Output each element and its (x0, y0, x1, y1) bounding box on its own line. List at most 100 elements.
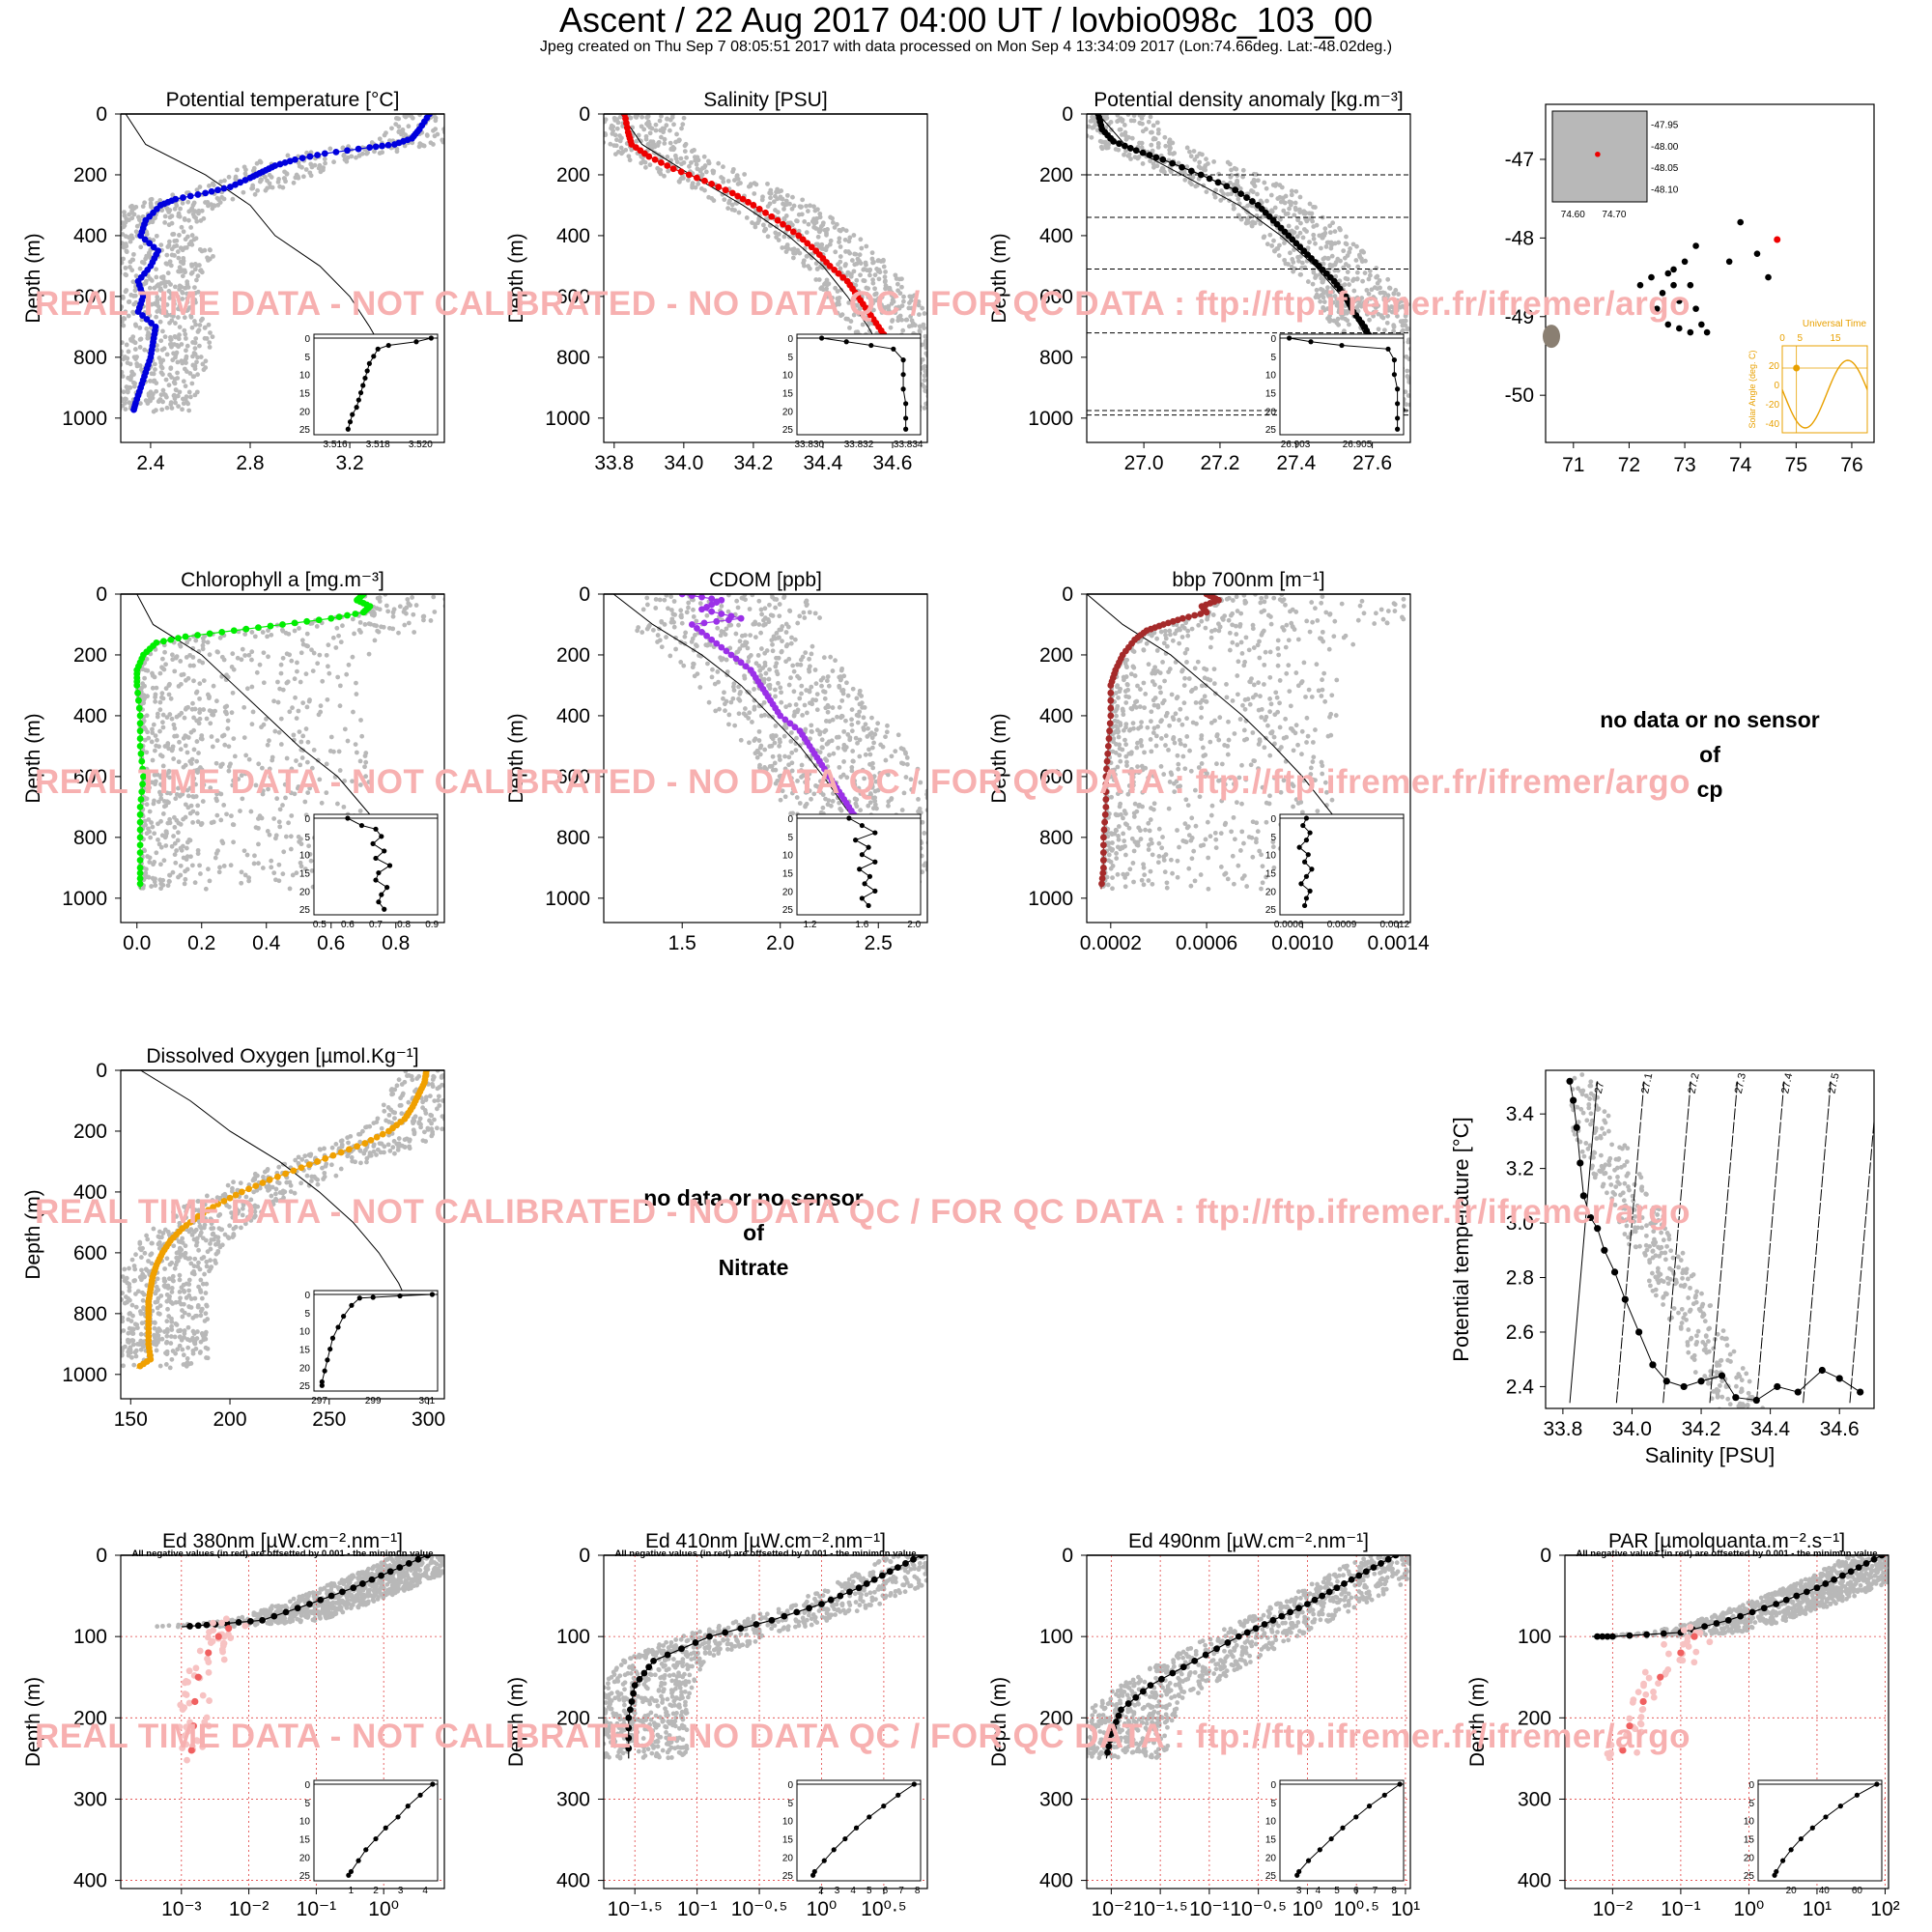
climatology-point (723, 708, 727, 714)
climatology-point (186, 389, 192, 395)
climatology-point (844, 680, 849, 686)
climatology-point (1373, 305, 1378, 310)
climatology-point (180, 360, 185, 366)
climatology-point (869, 745, 875, 751)
climatology-point (611, 128, 616, 133)
climatology-point (855, 740, 860, 746)
x-tick-label-chla: 0.2 (187, 932, 215, 954)
climatology-point (140, 204, 146, 210)
climatology-point (195, 372, 200, 378)
climatology-point (1420, 371, 1425, 376)
climatology-point (881, 264, 887, 270)
climatology-point (935, 370, 940, 375)
climatology-point (1397, 299, 1402, 305)
climatology-point (668, 608, 674, 612)
climatology-point (837, 295, 842, 300)
inset-point-dens (1395, 401, 1401, 407)
climatology-point (947, 867, 952, 871)
climatology-point (287, 709, 293, 715)
climatology-point (162, 213, 168, 219)
climatology-point (161, 280, 167, 286)
climatology-point (189, 381, 195, 386)
climatology-point (147, 785, 153, 790)
climatology-point (662, 173, 667, 179)
climatology-point (758, 630, 763, 636)
climatology-point (693, 633, 697, 638)
climatology-point (322, 156, 327, 162)
climatology-point (199, 733, 205, 738)
climatology-point (718, 633, 724, 639)
climatology-point (127, 400, 132, 406)
climatology-point (1093, 123, 1098, 128)
climatology-point (172, 284, 178, 290)
climatology-point (895, 318, 901, 324)
profile-point-temp (366, 144, 374, 152)
climatology-point (867, 800, 873, 806)
climatology-point (843, 718, 848, 724)
climatology-point (1321, 291, 1326, 296)
climatology-point (975, 870, 980, 875)
climatology-point (146, 779, 152, 783)
climatology-point (183, 335, 188, 341)
climatology-point (1204, 189, 1209, 194)
climatology-point (377, 599, 383, 604)
climatology-point (655, 165, 661, 171)
climatology-point (428, 618, 434, 623)
climatology-point (269, 858, 274, 864)
climatology-point (651, 627, 656, 633)
climatology-point (1372, 285, 1378, 291)
climatology-point (521, 613, 526, 618)
climatology-point (484, 609, 489, 613)
climatology-point (1435, 363, 1440, 368)
profile-point-chla (136, 810, 144, 818)
climatology-point (754, 749, 760, 754)
climatology-point (103, 402, 108, 407)
climatology-point (765, 234, 771, 240)
climatology-point (363, 774, 369, 780)
climatology-point (441, 127, 444, 132)
climatology-point (152, 748, 157, 753)
climatology-point (126, 349, 131, 355)
climatology-point (109, 388, 114, 393)
climatology-point (876, 276, 882, 282)
climatology-point (938, 380, 943, 384)
climatology-point (1236, 213, 1241, 219)
climatology-point (795, 620, 801, 626)
climatology-point (113, 389, 118, 394)
climatology-point (940, 835, 945, 839)
y-tick-label-temp: 200 (73, 164, 107, 186)
climatology-point (803, 770, 809, 775)
climatology-point (1264, 185, 1269, 191)
climatology-point (221, 657, 227, 663)
climatology-point (1377, 277, 1382, 283)
climatology-point (200, 642, 206, 648)
climatology-point (774, 224, 780, 229)
climatology-point (154, 381, 159, 385)
climatology-point (908, 314, 914, 319)
inset-point-chla (373, 855, 379, 862)
climatology-point (250, 183, 256, 188)
climatology-point (1336, 322, 1341, 327)
profile-point-sal (722, 186, 729, 194)
climatology-point (847, 737, 853, 743)
climatology-point (722, 690, 726, 696)
climatology-point (121, 356, 127, 362)
climatology-point (1407, 402, 1410, 408)
climatology-point (777, 757, 782, 762)
climatology-point (628, 115, 634, 121)
climatology-point (946, 871, 951, 876)
climatology-point (257, 662, 263, 668)
climatology-point (1151, 123, 1156, 128)
climatology-point (386, 625, 392, 631)
climatology-point (1292, 213, 1297, 218)
climatology-point (199, 208, 205, 213)
climatology-point (125, 355, 130, 361)
profile-point-chla (136, 880, 144, 888)
climatology-point (662, 622, 668, 627)
climatology-point (138, 336, 144, 342)
inset-y-label-chla: 0 (304, 814, 310, 825)
climatology-point (735, 649, 741, 655)
climatology-point (924, 791, 927, 797)
climatology-point (450, 128, 455, 132)
climatology-point (350, 779, 355, 784)
